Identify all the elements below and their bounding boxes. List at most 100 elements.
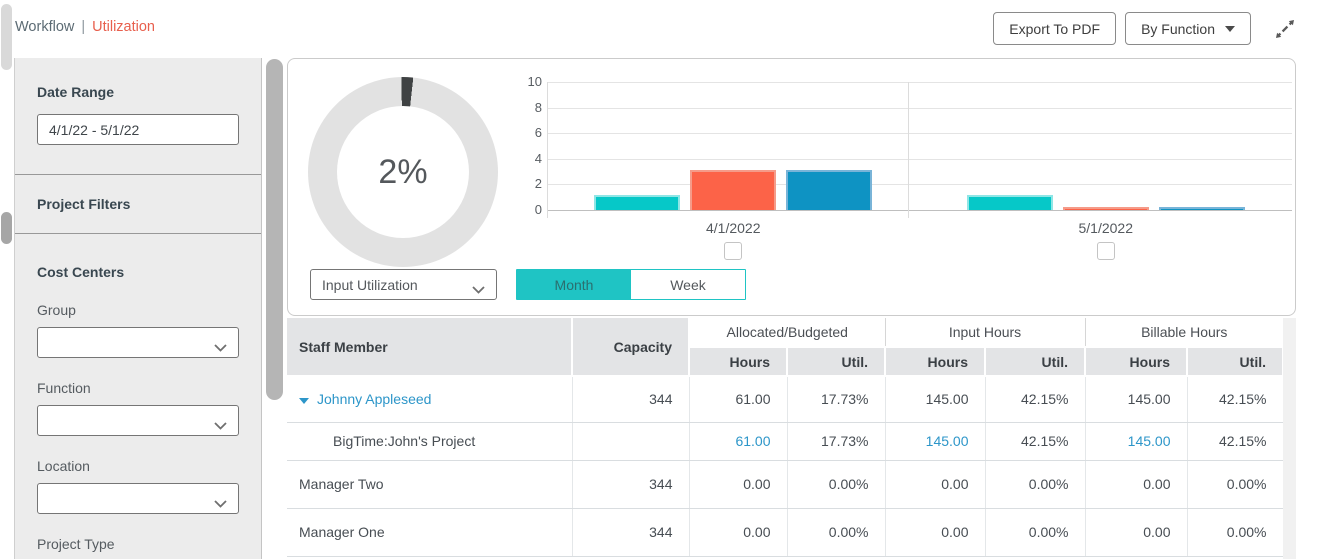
topbar-actions: Export To PDF By Function xyxy=(993,12,1300,45)
value-cell: 42.15% xyxy=(985,422,1086,461)
billable-hours-group-header: Billable Hours xyxy=(1084,318,1283,348)
period-checkbox-1[interactable] xyxy=(724,242,743,260)
table-row: Johnny Appleseed 344 61.00 17.73% 145.00 42.1… xyxy=(287,376,1284,423)
collapse-triangle-icon[interactable] xyxy=(299,397,309,404)
util-subheader-1[interactable]: Util. xyxy=(787,347,886,377)
y-axis-tick-label: 8 xyxy=(534,99,542,115)
table-scrollbar-thumb[interactable] xyxy=(1,4,12,70)
project-filters-section: Project Filters xyxy=(15,175,261,234)
value-cell: 42.15% xyxy=(985,376,1086,423)
hours-subheader-3[interactable]: Hours xyxy=(1085,347,1188,377)
value-cell: 42.15% xyxy=(1187,376,1284,423)
value-cell: 0.00% xyxy=(787,460,886,509)
value-cell: 0.00 xyxy=(689,460,788,509)
value-cell: 61.00 xyxy=(689,422,788,461)
bar-orange-series-2[interactable] xyxy=(1062,206,1149,210)
date-range-input[interactable] xyxy=(37,114,239,145)
project-type-label: Project Type xyxy=(37,536,115,552)
period-checkbox-2[interactable] xyxy=(1096,242,1115,260)
hours-subheader-2[interactable]: Hours xyxy=(885,347,986,377)
donut-percent-label: 2% xyxy=(378,152,428,191)
donut-wrap: 2% xyxy=(308,77,498,267)
allocated-budgeted-group-header: Allocated/Budgeted xyxy=(688,318,885,348)
input-hours-group-header: Input Hours xyxy=(884,318,1085,348)
chevron-down-icon xyxy=(214,495,227,511)
y-axis-tick-label: 4 xyxy=(534,150,542,166)
week-toggle-button[interactable]: Week xyxy=(631,270,745,299)
page-scrollbar-thumb[interactable] xyxy=(1,212,12,244)
chevron-down-icon xyxy=(214,417,227,433)
util-subheader-2[interactable]: Util. xyxy=(985,347,1086,377)
value-cell: 0.00 xyxy=(1085,460,1188,509)
table-row: Manager One 344 0.00 0.00% 0.00 0.00% 0.00 0.00… xyxy=(287,508,1284,557)
value-cell: 0.00% xyxy=(787,508,886,557)
staff-name[interactable]: Johnny Appleseed xyxy=(317,391,432,408)
sidebar-scrollbar[interactable] xyxy=(266,59,283,400)
value-cell: 145.00 xyxy=(1085,376,1188,423)
y-axis-tick-label: 10 xyxy=(527,74,542,89)
y-axis-tick-label: 6 xyxy=(534,125,542,141)
group-by-dropdown[interactable]: By Function xyxy=(1125,12,1251,45)
table-scrollbar-track xyxy=(1283,318,1296,559)
donut-chart: 2% xyxy=(308,77,498,267)
chevron-down-icon xyxy=(472,281,485,297)
bar-teal-series-1[interactable] xyxy=(594,195,681,210)
y-axis-tick-label: 2 xyxy=(534,176,542,192)
group-select[interactable] xyxy=(37,327,239,358)
value-cell: 0.00% xyxy=(985,460,1086,509)
function-select[interactable] xyxy=(37,405,239,436)
value-link[interactable]: 61.00 xyxy=(735,433,771,449)
breadcrumb-workflow[interactable]: Workflow xyxy=(15,19,75,35)
bar-chart: 0 2 4 6 8 10 4/1/2022 5/1/2022 xyxy=(522,74,1294,265)
gridline xyxy=(547,158,1292,160)
metric-select[interactable]: Input Utilization xyxy=(310,269,497,300)
export-pdf-button[interactable]: Export To PDF xyxy=(993,12,1117,45)
staff-name: Manager One xyxy=(299,524,385,540)
period-toggle: Month Week xyxy=(516,269,746,300)
filter-location: Location xyxy=(37,458,239,514)
gridline xyxy=(547,133,1292,135)
bar-orange-series-1[interactable] xyxy=(690,169,777,210)
table-row: Manager Two 344 0.00 0.00% 0.00 0.00% 0.00 0.00… xyxy=(287,460,1284,509)
expand-icon[interactable] xyxy=(1270,14,1300,44)
project-filters-heading: Project Filters xyxy=(37,196,131,212)
capacity-cell: 344 xyxy=(572,376,690,423)
project-name: BigTime:John's Project xyxy=(333,433,476,449)
value-link[interactable]: 145.00 xyxy=(925,433,969,449)
location-select[interactable] xyxy=(37,483,239,514)
group-by-label: By Function xyxy=(1141,20,1215,37)
location-label: Location xyxy=(37,458,90,474)
month-toggle-button[interactable]: Month xyxy=(517,270,631,299)
chevron-down-icon xyxy=(214,339,227,355)
capacity-column-header[interactable]: Capacity xyxy=(572,318,690,377)
value-cell: 0.00 xyxy=(885,460,986,509)
bar-blue-series-1[interactable] xyxy=(786,169,873,210)
value-cell: 61.00 xyxy=(689,376,788,423)
filter-group: Group xyxy=(37,302,239,358)
value-cell: 0.00% xyxy=(985,508,1086,557)
filter-function: Function xyxy=(37,380,239,436)
value-link[interactable]: 145.00 xyxy=(1127,433,1171,449)
table-row: BigTime:John's Project 61.00 17.73% 145.00 4… xyxy=(287,422,1284,461)
staff-name-cell: Manager One xyxy=(287,508,573,557)
table-wrap: Staff Member Capacity Allocated/Budgeted… xyxy=(287,318,1284,557)
hours-subheader-1[interactable]: Hours xyxy=(689,347,788,377)
bar-teal-series-2[interactable] xyxy=(966,195,1053,210)
topbar: Workflow | Utilization Export To PDF By Fu… xyxy=(0,0,1320,58)
filters-sidebar: Date Range Project Filters Cost Centers … xyxy=(14,58,262,559)
project-name-cell: BigTime:John's Project xyxy=(287,422,573,461)
value-cell: 0.00% xyxy=(1187,460,1284,509)
date-range-section: Date Range xyxy=(15,58,261,175)
value-cell: 145.00 xyxy=(885,376,986,423)
util-subheader-3[interactable]: Util. xyxy=(1187,347,1284,377)
x-axis-category-label: 5/1/2022 xyxy=(1078,220,1134,236)
value-cell: 145.00 xyxy=(885,422,986,461)
caret-down-icon xyxy=(1225,25,1235,32)
gridline xyxy=(547,184,1292,186)
staff-member-column-header[interactable]: Staff Member xyxy=(287,318,573,377)
value-cell: 0.00 xyxy=(885,508,986,557)
capacity-cell xyxy=(572,422,690,461)
breadcrumb-separator: | xyxy=(81,19,86,35)
value-cell: 42.15% xyxy=(1187,422,1284,461)
bar-blue-series-2[interactable] xyxy=(1158,206,1245,210)
